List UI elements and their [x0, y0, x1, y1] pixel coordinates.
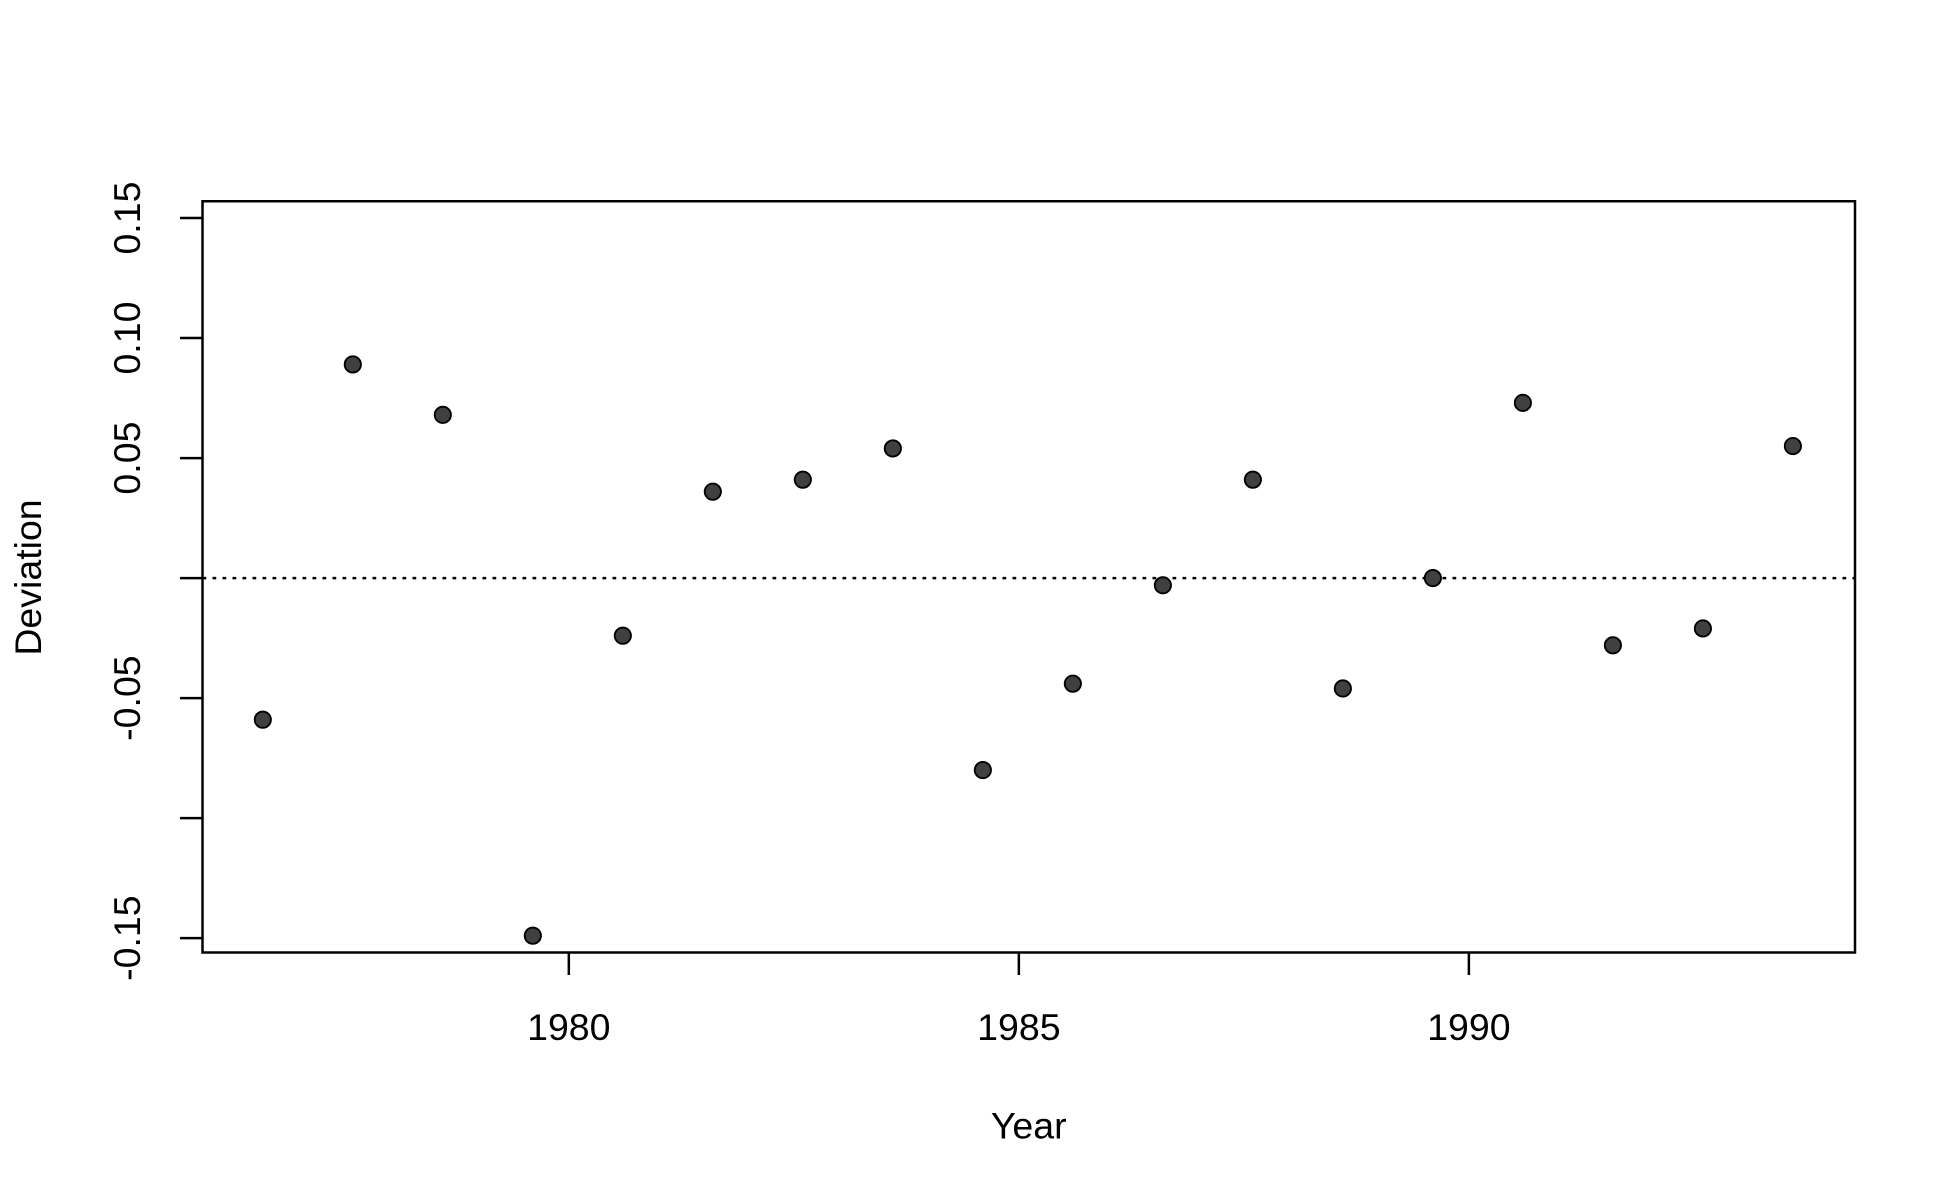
plot-frame: [201, 200, 1857, 954]
point: [1153, 576, 1172, 595]
y-tick-label: 0.05: [106, 422, 148, 495]
point: [1513, 393, 1532, 412]
point: [973, 761, 992, 780]
x-tick-label: 1990: [1427, 1006, 1510, 1048]
point: [253, 710, 272, 729]
point: [1063, 674, 1082, 693]
point: [1693, 619, 1712, 638]
point: [1243, 470, 1262, 489]
point: [1783, 437, 1802, 456]
point: [433, 405, 452, 424]
point: [1423, 569, 1442, 588]
y-axis-label: Deviation: [7, 499, 49, 655]
y-tick-label: 0.10: [106, 302, 148, 375]
point: [793, 470, 812, 489]
point: [1603, 636, 1622, 655]
point: [703, 482, 722, 501]
point: [523, 926, 542, 945]
x-tick-label: 1980: [527, 1006, 610, 1048]
point: [613, 626, 632, 645]
y-tick-label: 0.15: [106, 182, 148, 255]
point: [1333, 679, 1352, 698]
y-tick-label: -0.05: [106, 655, 148, 740]
point: [343, 355, 362, 374]
x-tick-label: 1985: [977, 1006, 1060, 1048]
point: [883, 439, 902, 458]
y-tick-label: -0.15: [106, 895, 148, 980]
x-axis-label: Year: [991, 1105, 1067, 1147]
